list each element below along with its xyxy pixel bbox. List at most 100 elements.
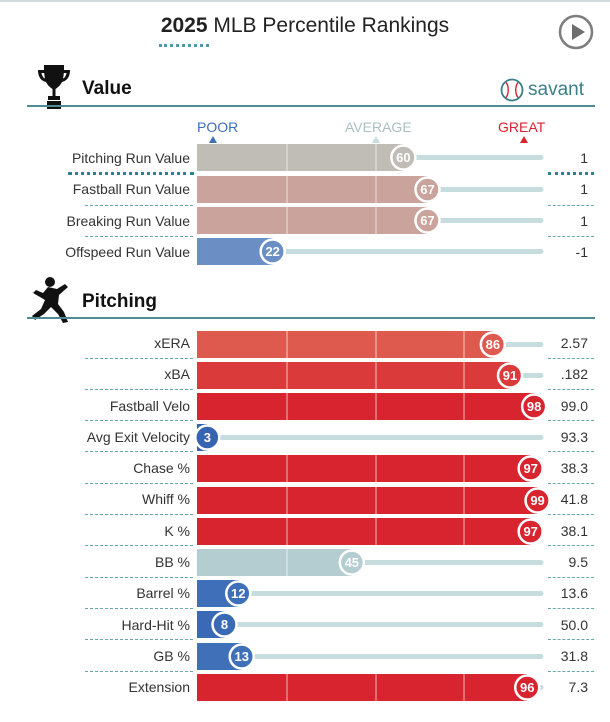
row-label-bb-pct: BB % bbox=[154, 554, 190, 570]
percentile-badge-offspeed-run-value bbox=[259, 238, 286, 265]
row-value-whiff-pct: 41.8 bbox=[560, 491, 588, 507]
percentile-badge-chase-pct bbox=[517, 455, 544, 482]
percentile-label-xera: 86 bbox=[486, 337, 500, 352]
percentile-label-whiff-pct: 99 bbox=[530, 493, 544, 508]
baseball-icon bbox=[500, 78, 524, 102]
row-separator bbox=[548, 236, 594, 237]
section-title-value: Value bbox=[82, 78, 132, 99]
row-value-k-pct: 38.1 bbox=[560, 523, 588, 539]
row-value-chase-pct: 38.3 bbox=[560, 460, 588, 476]
row-label-hard-hit-pct: Hard-Hit % bbox=[121, 617, 190, 633]
row-label-xba: xBA bbox=[164, 366, 190, 382]
row-separator bbox=[85, 545, 193, 546]
row-separator bbox=[548, 545, 594, 546]
row-separator bbox=[548, 577, 594, 578]
row-value-fastball-run-value: 1 bbox=[580, 181, 588, 197]
percentile-label-offspeed-run-value: 22 bbox=[265, 244, 279, 259]
percentile-badge-xba bbox=[496, 362, 524, 389]
row-separator bbox=[548, 389, 594, 390]
row-separator bbox=[85, 483, 193, 484]
row-label-breaking-run-value: Breaking Run Value bbox=[66, 213, 190, 229]
savant-logo[interactable]: savant bbox=[500, 76, 584, 104]
bar-whiff-pct bbox=[197, 487, 538, 514]
value-section-divider bbox=[27, 105, 595, 107]
percentile-badge-extension bbox=[513, 674, 541, 701]
title-year: 2025 bbox=[160, 14, 208, 37]
percentile-label-breaking-run-value: 67 bbox=[420, 213, 434, 228]
percentile-label-pitching-run-value: 60 bbox=[396, 150, 410, 165]
bar-fastball-velo bbox=[197, 393, 535, 420]
row-separator bbox=[548, 639, 594, 640]
row-value-gb-pct: 31.8 bbox=[560, 648, 588, 664]
row-value-fastball-velo: 99.0 bbox=[560, 398, 588, 414]
bar-breaking-run-value bbox=[197, 207, 428, 234]
row-value-xba: .182 bbox=[560, 366, 588, 382]
row-value-extension: 7.3 bbox=[568, 679, 588, 695]
row-separator bbox=[548, 172, 594, 175]
percentile-badge-gb-pct bbox=[228, 643, 255, 670]
row-separator bbox=[548, 514, 594, 515]
row-separator bbox=[548, 451, 594, 452]
bar-pitching-run-value bbox=[197, 144, 404, 171]
row-value-offspeed-run-value: -1 bbox=[575, 244, 588, 260]
row-separator bbox=[85, 608, 193, 609]
row-separator bbox=[548, 483, 594, 484]
row-separator bbox=[548, 671, 594, 672]
row-separator bbox=[548, 205, 594, 206]
percentile-label-gb-pct: 13 bbox=[234, 649, 248, 664]
top-border bbox=[0, 0, 610, 2]
savant-text: savant bbox=[528, 79, 584, 100]
legend-average: AVERAGE bbox=[345, 119, 412, 135]
percentile-badge-fastball-run-value bbox=[414, 176, 441, 203]
bar-chase-pct bbox=[197, 455, 531, 482]
row-label-chase-pct: Chase % bbox=[133, 460, 190, 476]
bar-k-pct bbox=[197, 518, 531, 545]
pitcher-icon bbox=[32, 277, 68, 323]
row-separator bbox=[85, 639, 193, 640]
legend-great: GREAT bbox=[498, 119, 546, 135]
bar-extension bbox=[197, 674, 528, 701]
percentile-badge-avg-exit-velocity bbox=[194, 424, 221, 451]
row-value-breaking-run-value: 1 bbox=[580, 213, 588, 229]
row-value-hard-hit-pct: 50.0 bbox=[560, 617, 588, 633]
percentile-label-avg-exit-velocity: 3 bbox=[204, 430, 211, 445]
row-label-whiff-pct: Whiff % bbox=[142, 491, 190, 507]
row-value-barrel-pct: 13.6 bbox=[560, 585, 588, 601]
row-value-pitching-run-value: 1 bbox=[580, 150, 588, 166]
row-value-avg-exit-velocity: 93.3 bbox=[560, 429, 588, 445]
percentile-badge-pitching-run-value bbox=[390, 144, 417, 171]
percentile-label-fastball-run-value: 67 bbox=[420, 182, 434, 197]
bar-bb-pct bbox=[197, 549, 352, 576]
percentile-badge-whiff-pct bbox=[524, 487, 551, 514]
row-separator bbox=[548, 358, 594, 359]
row-label-extension: Extension bbox=[128, 679, 190, 695]
page-title: 2025 MLB Percentile Rankings bbox=[0, 14, 610, 38]
row-label-pitching-run-value: Pitching Run Value bbox=[71, 150, 190, 166]
row-separator bbox=[85, 514, 193, 515]
row-separator bbox=[85, 671, 193, 672]
percentile-badge-k-pct bbox=[517, 518, 544, 545]
row-value-bb-pct: 9.5 bbox=[568, 554, 588, 570]
play-circle-icon[interactable] bbox=[558, 14, 594, 50]
percentile-badge-hard-hit-pct bbox=[211, 611, 238, 638]
percentile-label-chase-pct: 97 bbox=[523, 461, 537, 476]
row-separator bbox=[85, 451, 193, 452]
row-separator bbox=[68, 172, 194, 175]
row-label-xera: xERA bbox=[154, 335, 190, 351]
row-label-offspeed-run-value: Offspeed Run Value bbox=[65, 244, 190, 260]
percentile-badge-xera bbox=[479, 331, 507, 358]
row-separator bbox=[85, 577, 193, 578]
legend-poor: POOR bbox=[197, 119, 239, 135]
percentile-label-hard-hit-pct: 8 bbox=[221, 617, 228, 632]
row-label-fastball-velo: Fastball Velo bbox=[109, 398, 190, 414]
section-title-pitching: Pitching bbox=[82, 291, 157, 312]
percentile-badge-barrel-pct bbox=[225, 580, 252, 607]
percentile-label-bb-pct: 45 bbox=[345, 555, 359, 570]
legend-great-marker bbox=[520, 136, 528, 143]
row-separator bbox=[548, 420, 594, 421]
percentile-badge-fastball-velo bbox=[520, 393, 548, 420]
percentile-label-extension: 96 bbox=[520, 680, 534, 695]
percentile-label-barrel-pct: 12 bbox=[231, 586, 245, 601]
row-label-barrel-pct: Barrel % bbox=[136, 585, 190, 601]
row-label-fastball-run-value: Fastball Run Value bbox=[72, 181, 190, 197]
